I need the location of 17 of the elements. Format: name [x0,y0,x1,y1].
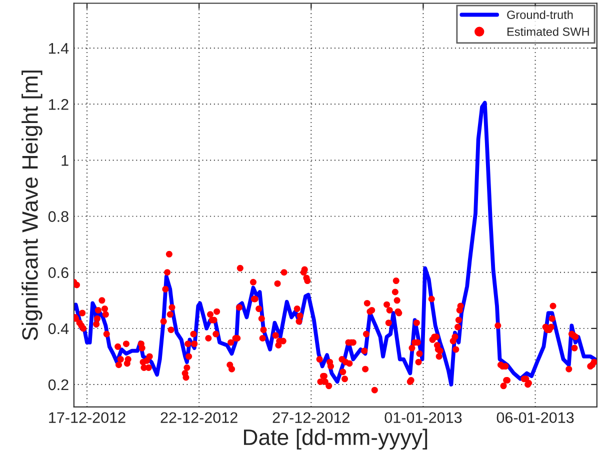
y-tick-label: 0.2 [48,379,68,390]
y-tick-label: 0.8 [48,211,68,222]
y-axis-title: Significant Wave Height [m] [22,70,42,340]
y-tick-label: 0.6 [48,267,68,278]
legend-label: Ground-truth [507,10,573,20]
line-series [74,100,597,386]
y-tick-label: 1.2 [49,99,68,110]
x-tick-label: 06-01-2013 [496,412,574,424]
x-tick-label: 27-12-2012 [272,412,350,424]
y-tick-label: 0.4 [48,323,69,334]
x-tick-label: 22-12-2012 [160,412,238,424]
x-tick-label: 17-12-2012 [49,412,126,424]
legend-label: Estimated SWH [507,27,589,36]
y-tick-label: 1.4 [49,43,69,54]
x-tick-label: 01-01-2013 [384,412,462,424]
y-tick-label: 1 [62,155,68,166]
x-axis-title: Date [dd-mm-yyyy] [244,428,428,450]
